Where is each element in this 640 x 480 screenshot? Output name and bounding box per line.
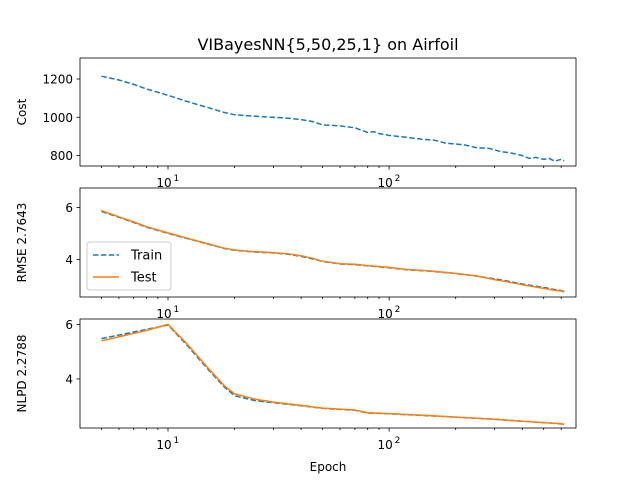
- x-tick-label: 10: [156, 176, 171, 190]
- y-axis-label: NLPD 2.2788: [15, 335, 29, 413]
- x-tick-label: 10: [377, 307, 392, 321]
- y-tick-label: 6: [65, 201, 73, 215]
- series-test-line: [101, 323, 565, 426]
- x-tick-exponent: 2: [395, 174, 401, 184]
- series-train-line: [101, 324, 565, 426]
- x-axis-label: Epoch: [310, 460, 347, 474]
- y-tick-label: 800: [50, 149, 73, 163]
- y-tick-label: 6: [65, 318, 73, 332]
- x-tick-exponent: 1: [173, 174, 179, 184]
- x-tick-exponent: 1: [173, 436, 179, 446]
- x-tick-label: 10: [377, 176, 392, 190]
- y-tick-label: 1200: [42, 73, 73, 87]
- x-tick-label: 10: [156, 307, 171, 321]
- axes-frame: [79, 187, 577, 298]
- chart-title: VIBayesNN{5,50,25,1} on Airfoil: [197, 35, 458, 54]
- series-test-line: [101, 209, 565, 293]
- legend: Train Test: [86, 241, 172, 291]
- axes-frame: [79, 57, 577, 167]
- y-axis-label: Cost: [15, 98, 29, 125]
- legend-label-train: Train: [130, 249, 162, 264]
- legend-label-test: Test: [130, 271, 157, 286]
- series-train-line: [101, 75, 565, 163]
- x-tick-label: 10: [156, 438, 171, 452]
- legend-box: [86, 241, 172, 291]
- y-tick-label: 1000: [42, 111, 73, 125]
- axes-frame: [79, 318, 577, 429]
- x-tick-exponent: 2: [395, 305, 401, 315]
- x-tick-exponent: 1: [173, 305, 179, 315]
- y-tick-label: 4: [65, 253, 73, 267]
- y-axis-label: RMSE 2.7643: [15, 203, 29, 283]
- y-tick-label: 4: [65, 372, 73, 386]
- x-tick-exponent: 2: [395, 436, 401, 446]
- x-tick-label: 10: [377, 438, 392, 452]
